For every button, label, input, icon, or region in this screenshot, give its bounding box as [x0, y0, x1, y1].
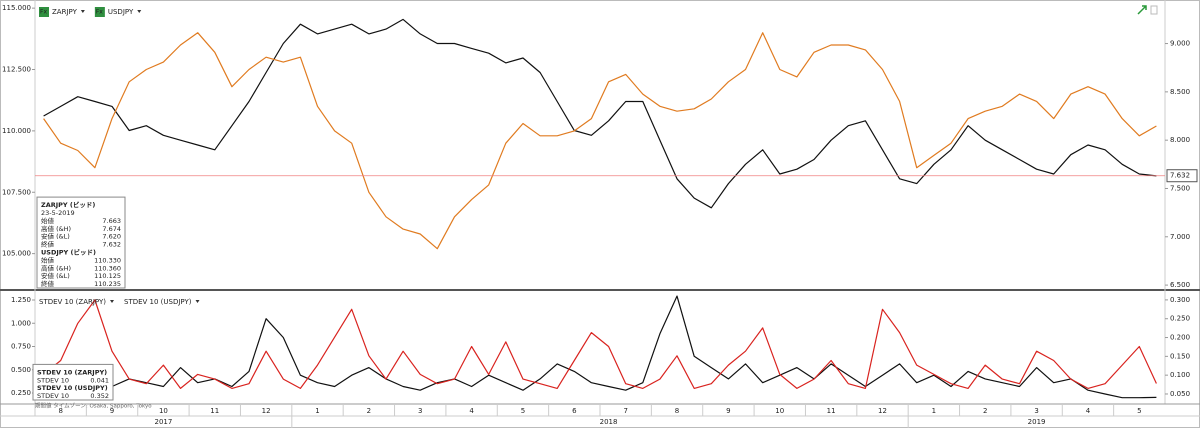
info-value: 110.330: [94, 256, 121, 264]
series-line: [43, 299, 1157, 389]
last-value-box: [1166, 169, 1198, 183]
legend-icon: [39, 7, 49, 17]
x-tick-label: 11: [210, 407, 219, 415]
info-value: 110.235: [94, 280, 121, 288]
x-tick-label: 9: [726, 407, 730, 415]
y-tick-label: 1.250: [11, 296, 31, 304]
info-label: 高値 (&H): [41, 224, 71, 233]
info-label: 始値: [41, 255, 55, 264]
info-label: ZARJPY (ビッド): [41, 200, 95, 209]
legend-label: ZARJPY: [52, 8, 78, 16]
legend-label: USDJPY: [108, 8, 134, 16]
x-tick-label: 8: [675, 407, 679, 415]
legend-icon-label: Fx: [96, 9, 103, 16]
info-value: 110.360: [94, 264, 121, 272]
info-label: 23-5-2019: [41, 209, 75, 217]
footer-note: 期間値 タイムゾーン: Osaka, Sapporo, Tokyo: [35, 402, 152, 410]
legend-label: STDEV 10 (USDJPY): [124, 298, 192, 306]
x-tick-label: 1: [315, 407, 319, 415]
info-label: STDEV 10: [37, 392, 69, 400]
info-label: STDEV 10 (ZARJPY): [37, 368, 107, 376]
info-label: STDEV 10: [37, 376, 69, 384]
x-year-label: 2019: [1028, 418, 1046, 426]
y2-tick-label: 7.000: [1170, 233, 1190, 241]
y2-tick-label: 8.500: [1170, 88, 1190, 96]
x-tick-label: 10: [775, 407, 784, 415]
x-tick-label: 4: [469, 407, 474, 415]
x-tick-label: 7: [623, 407, 627, 415]
legend-dropdown: [80, 10, 85, 13]
y2-tick-label: 0.050: [1170, 390, 1190, 398]
x-tick-label: 2: [983, 407, 987, 415]
y-tick-label: 107.500: [2, 188, 31, 196]
series-line: [43, 32, 1157, 250]
info-value: 7.663: [102, 217, 121, 225]
legend-icon-label: Fx: [40, 9, 47, 16]
info-label: 始値: [41, 216, 55, 225]
info-label: 安値 (&L): [41, 232, 70, 241]
x-tick-label: 6: [572, 407, 577, 415]
x-tick-label: 12: [878, 407, 887, 415]
y2-tick-label: 7.500: [1170, 184, 1190, 192]
info-label: 高値 (&H): [41, 263, 71, 272]
legend-label: STDEV 10 (ZARJPY): [39, 298, 106, 306]
y2-tick-label: 9.000: [1170, 40, 1190, 48]
info-label: STDEV 10 (USDJPY): [37, 384, 108, 392]
series-line: [43, 295, 1157, 399]
x-year-label: 2018: [600, 418, 618, 426]
x-tick-label: 9: [110, 407, 114, 415]
x-tick-label: 8: [58, 407, 62, 415]
y-tick-label: 112.500: [2, 66, 31, 74]
x-tick-label: 10: [159, 407, 168, 415]
info-box: [32, 363, 114, 401]
expand-icon[interactable]: [1137, 5, 1147, 15]
info-box: [36, 196, 126, 289]
y-tick-label: 115.000: [2, 4, 31, 12]
y2-tick-label: 8.000: [1170, 136, 1190, 144]
info-label: 安値 (&L): [41, 271, 70, 280]
y-tick-label: 1.000: [11, 319, 31, 327]
y2-tick-label: 0.300: [1170, 296, 1190, 304]
y2-tick-label: 6.500: [1170, 281, 1190, 289]
info-label: 終値: [41, 240, 55, 249]
y2-tick-label: 0.150: [1170, 352, 1190, 360]
legend-icon: [94, 7, 105, 17]
info-value: 7.674: [102, 225, 121, 233]
x-tick-label: 11: [827, 407, 836, 415]
y2-tick-label: 0.100: [1170, 371, 1190, 379]
y-tick-label: 110.000: [2, 127, 31, 135]
x-tick-label: 3: [1034, 407, 1038, 415]
y-tick-label: 0.250: [11, 389, 31, 397]
y-tick-label: 0.500: [11, 366, 31, 374]
y-tick-label: 0.750: [11, 343, 31, 351]
x-tick-label: 4: [1086, 407, 1091, 415]
x-tick-label: 5: [521, 407, 525, 415]
x-year-label: 2017: [154, 418, 172, 426]
x-tick-label: 2: [367, 407, 371, 415]
info-label: 終値: [41, 279, 55, 288]
y-tick-label: 105.000: [2, 250, 31, 258]
info-value: 0.352: [90, 392, 109, 400]
legend-dropdown: [195, 300, 200, 303]
x-tick-label: 3: [418, 407, 422, 415]
info-label: USDJPY (ビッド): [41, 247, 96, 256]
series-line: [43, 18, 1157, 209]
legend-dropdown: [137, 10, 142, 13]
y2-tick-label: 0.250: [1170, 315, 1190, 323]
last-value-label: 7.632: [1170, 172, 1190, 180]
info-value: 110.125: [94, 272, 121, 280]
settings-icon[interactable]: [1150, 5, 1158, 15]
info-value: 0.041: [90, 376, 109, 384]
info-value: 7.632: [102, 241, 121, 249]
info-value: 7.620: [102, 233, 121, 241]
legend-dropdown: [110, 300, 114, 303]
x-tick-label: 1: [932, 407, 936, 415]
x-tick-label: 12: [262, 407, 271, 415]
x-tick-label: 5: [1137, 407, 1141, 415]
y2-tick-label: 0.200: [1170, 334, 1190, 342]
